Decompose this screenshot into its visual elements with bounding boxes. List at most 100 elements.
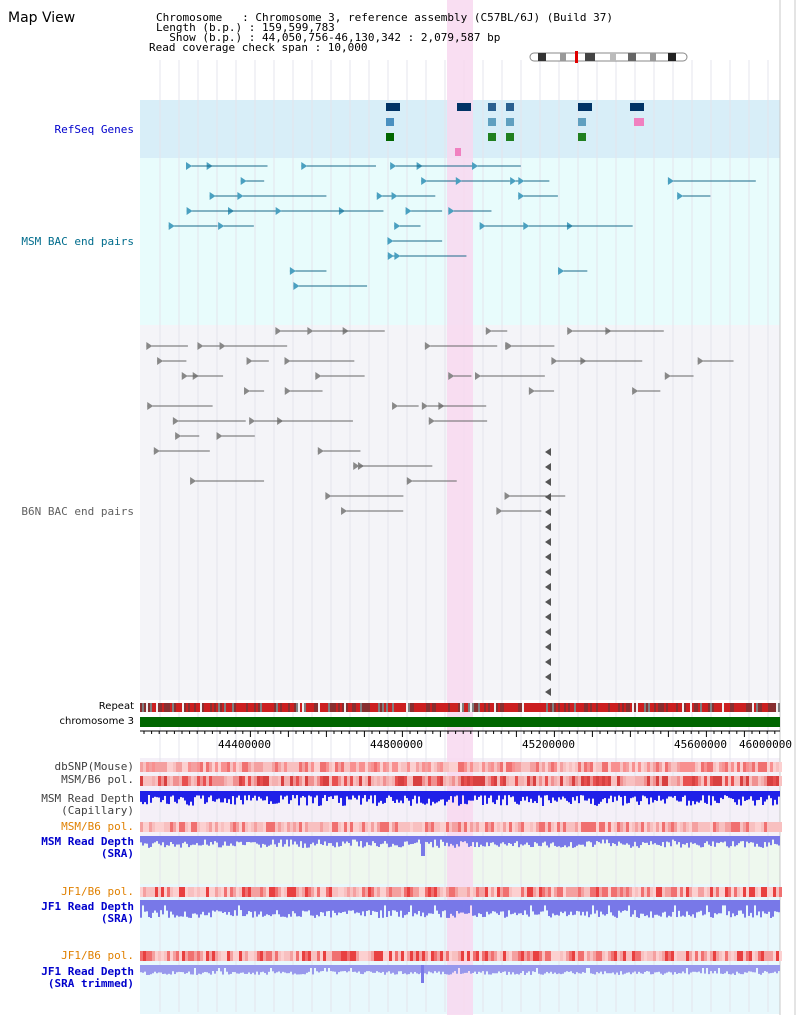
read-depth-bar [338, 965, 340, 973]
polymorphism-density-cell [452, 887, 455, 897]
read-depth-bar [344, 965, 346, 972]
read-depth-bar [444, 900, 446, 911]
read-depth-bar [608, 836, 610, 844]
read-depth-bar [548, 900, 550, 917]
polymorphism-density-cell [548, 762, 551, 772]
track-label-refseq[interactable]: RefSeq Genes [54, 123, 134, 136]
polymorphism-density-cell [467, 887, 470, 897]
read-depth-bar [260, 791, 262, 799]
read-depth-bar [532, 791, 534, 803]
polymorphism-density-cell [254, 951, 257, 961]
repeat-segment [364, 703, 366, 712]
polymorphism-density-cell [680, 762, 683, 772]
read-depth-bar [178, 900, 180, 917]
msm-bac-end [479, 222, 486, 230]
read-depth-bar [392, 836, 394, 844]
show-range-info: Show (b.p.) : 44,050,756-46,130,342 : 2,… [156, 31, 501, 44]
track-label-msm-bac[interactable]: MSM BAC end pairs [21, 235, 134, 248]
polymorphism-density-cell [164, 822, 167, 832]
polymorphism-density-cell [632, 762, 635, 772]
read-depth-bar [562, 900, 564, 914]
polymorphism-density-cell [152, 887, 155, 897]
track-label-jf1-b6-pol-2[interactable]: JF1/B6 pol. [61, 949, 134, 962]
track-label-msm-b6-pol-1[interactable]: MSM/B6 pol. [61, 773, 134, 786]
read-depth-bar [498, 900, 500, 915]
polymorphism-density-cell [596, 762, 599, 772]
read-depth-bar [420, 791, 422, 803]
read-depth-bar [746, 900, 748, 906]
repeat-segment [694, 703, 696, 712]
repeat-segment [446, 703, 448, 712]
track-label-msm-depth-capillary[interactable]: MSM Read Depth [41, 792, 134, 805]
read-depth-bar [580, 791, 582, 796]
repeat-segment [330, 703, 332, 712]
track-label-b6n-bac[interactable]: B6N BAC end pairs [21, 505, 134, 518]
repeat-segment [608, 703, 610, 712]
read-depth-bar [620, 900, 622, 913]
polymorphism-density-cell [737, 822, 740, 832]
polymorphism-density-cell [170, 822, 173, 832]
read-depth-bar [730, 836, 732, 847]
polymorphism-density-cell [740, 887, 743, 897]
polymorphism-density-cell [668, 951, 671, 961]
polymorphism-density-cell [182, 887, 185, 897]
repeat-segment [276, 703, 278, 712]
polymorphism-density-cell [758, 887, 761, 897]
read-depth-bar [696, 791, 698, 802]
read-depth-bar [194, 791, 196, 798]
repeat-segment [436, 703, 438, 712]
read-depth-bar [754, 791, 756, 806]
polymorphism-density-cell [737, 887, 740, 897]
track-label-msm-depth-sra[interactable]: MSM Read Depth [41, 835, 134, 848]
repeat-segment [352, 703, 354, 712]
polymorphism-density-cell [485, 822, 488, 832]
b6n-bac-end [219, 342, 226, 350]
read-depth-bar [746, 836, 748, 842]
read-depth-bar [534, 836, 536, 843]
repeat-segment [580, 703, 582, 712]
polymorphism-density-cell [662, 951, 665, 961]
track-label-jf1-depth-trimmed[interactable]: JF1 Read Depth [41, 965, 134, 978]
b6n-bac-end [392, 402, 399, 410]
polymorphism-density-cell [728, 822, 731, 832]
read-depth-bar [730, 965, 732, 975]
polymorphism-density-cell [302, 887, 305, 897]
track-label-msm-b6-pol-2[interactable]: MSM/B6 pol. [61, 820, 134, 833]
read-depth-bar [692, 791, 694, 802]
read-depth-bar [744, 900, 746, 918]
polymorphism-density-cell [350, 776, 353, 786]
polymorphism-density-cell [500, 762, 503, 772]
polymorphism-density-cell [434, 887, 437, 897]
repeat-segment [188, 703, 190, 712]
msm-bac-end [240, 177, 247, 185]
polymorphism-density-cell [464, 822, 467, 832]
polymorphism-density-cell [482, 951, 485, 961]
polymorphism-density-cell [302, 822, 305, 832]
read-depth-bar [574, 791, 576, 801]
read-depth-bar [174, 836, 176, 847]
read-depth-bar [484, 900, 486, 917]
read-depth-bar [480, 836, 482, 845]
read-depth-bar [694, 900, 696, 918]
track-label-dbsnp[interactable]: dbSNP(Mouse) [54, 760, 134, 773]
read-depth-bar [726, 900, 728, 916]
repeat-segment [682, 703, 684, 712]
read-depth-bar [378, 965, 380, 973]
read-depth-bar [462, 836, 464, 843]
polymorphism-density-cell [437, 951, 440, 961]
polymorphism-density-cell [266, 776, 269, 786]
repeat-segment [184, 703, 186, 712]
polymorphism-density-cell [365, 822, 368, 832]
track-label-jf1-depth-sra[interactable]: JF1 Read Depth [41, 900, 134, 913]
read-depth-bar [612, 965, 614, 973]
read-depth-bar [394, 900, 396, 911]
read-depth-bar [774, 965, 776, 972]
read-depth-bar [416, 791, 418, 804]
polymorphism-density-cell [179, 951, 182, 961]
polymorphism-density-cell [353, 776, 356, 786]
polymorphism-density-cell [500, 951, 503, 961]
polymorphism-density-cell [566, 951, 569, 961]
read-depth-bar [412, 836, 414, 844]
track-label-jf1-b6-pol-1[interactable]: JF1/B6 pol. [61, 885, 134, 898]
